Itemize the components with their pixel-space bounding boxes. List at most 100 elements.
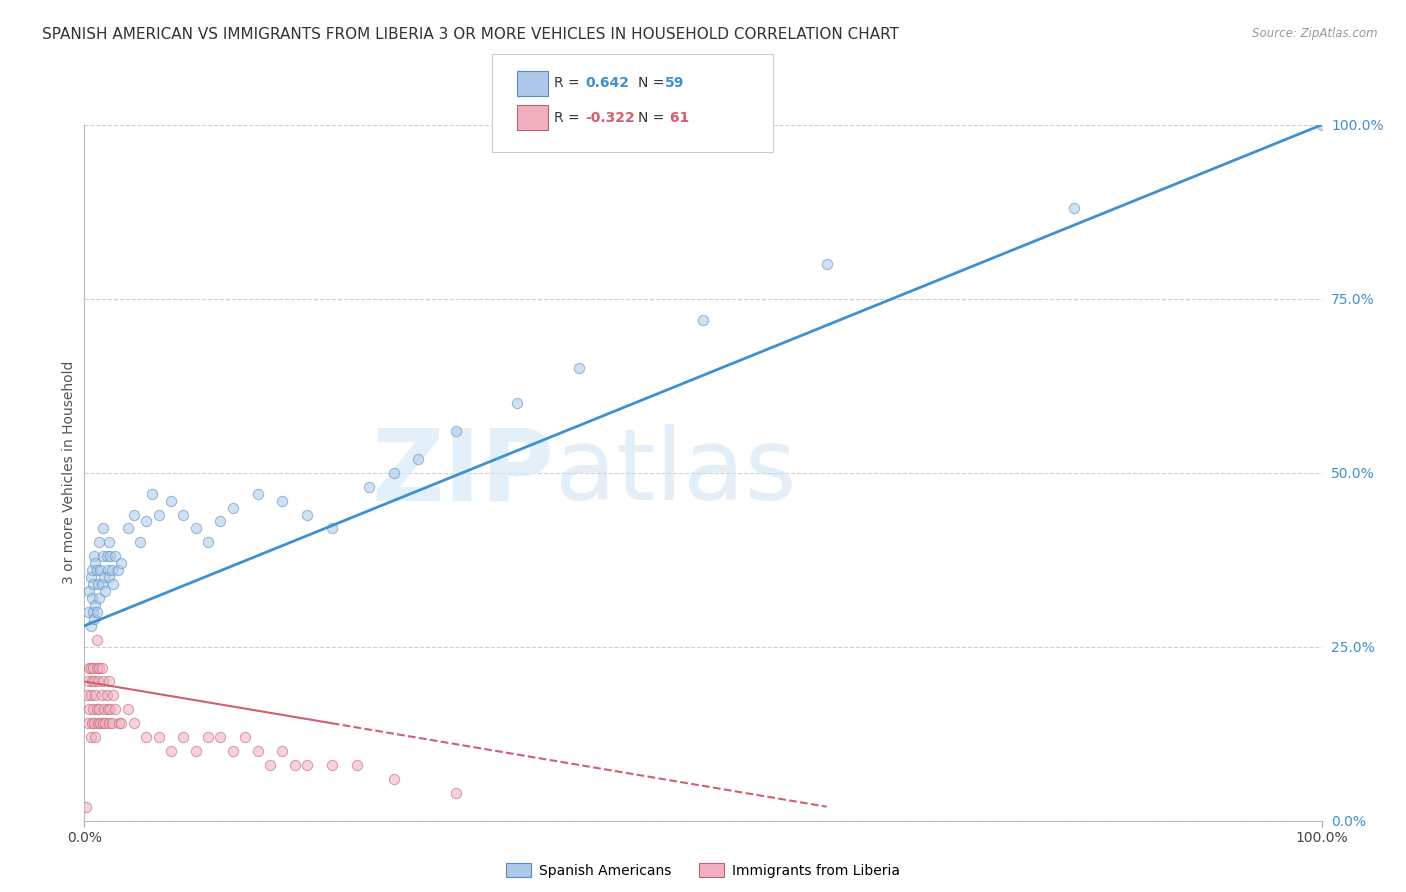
Point bbox=[284, 758, 307, 772]
Point bbox=[141, 486, 163, 500]
Point bbox=[122, 716, 145, 731]
Text: Source: ZipAtlas.com: Source: ZipAtlas.com bbox=[1253, 27, 1378, 40]
Point bbox=[148, 730, 170, 744]
Point bbox=[79, 584, 101, 599]
Point bbox=[77, 716, 100, 731]
Point bbox=[96, 689, 118, 703]
Point bbox=[86, 563, 108, 577]
Point bbox=[98, 535, 121, 549]
Point bbox=[77, 674, 100, 689]
Point bbox=[82, 702, 104, 716]
Legend: Spanish Americans, Immigrants from Liberia: Spanish Americans, Immigrants from Liber… bbox=[501, 857, 905, 883]
Text: 0.642: 0.642 bbox=[585, 76, 628, 90]
Point bbox=[86, 632, 108, 647]
Point bbox=[117, 521, 139, 535]
Point bbox=[1063, 202, 1085, 216]
Point bbox=[295, 758, 318, 772]
Point bbox=[77, 605, 100, 619]
Point bbox=[86, 702, 108, 716]
Point bbox=[82, 577, 104, 591]
Point bbox=[83, 612, 105, 626]
Point bbox=[90, 577, 112, 591]
Point bbox=[160, 493, 183, 508]
Point bbox=[271, 493, 294, 508]
Point bbox=[184, 744, 207, 758]
Y-axis label: 3 or more Vehicles in Household: 3 or more Vehicles in Household bbox=[62, 361, 76, 584]
Point bbox=[94, 584, 117, 599]
Point bbox=[100, 563, 122, 577]
Point bbox=[98, 549, 121, 564]
Point bbox=[84, 556, 107, 570]
Point bbox=[97, 563, 120, 577]
Point bbox=[83, 716, 105, 731]
Point bbox=[80, 716, 103, 731]
Point bbox=[101, 689, 124, 703]
Point bbox=[110, 716, 132, 731]
Point bbox=[107, 563, 129, 577]
Point bbox=[89, 660, 111, 674]
Text: N =: N = bbox=[638, 76, 669, 90]
Point bbox=[93, 702, 115, 716]
Point bbox=[93, 570, 115, 584]
Point bbox=[83, 674, 105, 689]
Point bbox=[184, 521, 207, 535]
Point bbox=[408, 451, 430, 466]
Point bbox=[82, 660, 104, 674]
Point bbox=[568, 361, 591, 376]
Point bbox=[89, 716, 111, 731]
Point bbox=[357, 480, 380, 494]
Point bbox=[506, 396, 529, 410]
Text: atlas: atlas bbox=[554, 425, 796, 521]
Point bbox=[117, 702, 139, 716]
Point bbox=[209, 515, 232, 529]
Point bbox=[87, 674, 110, 689]
Point bbox=[89, 563, 111, 577]
Point bbox=[815, 257, 838, 271]
Point bbox=[246, 744, 269, 758]
Point bbox=[321, 758, 343, 772]
Point bbox=[135, 730, 157, 744]
Point bbox=[129, 535, 152, 549]
Point bbox=[79, 702, 101, 716]
Point bbox=[259, 758, 281, 772]
Point bbox=[79, 619, 101, 633]
Point bbox=[148, 508, 170, 522]
Point bbox=[86, 605, 108, 619]
Point bbox=[94, 716, 117, 731]
Point bbox=[197, 730, 219, 744]
Point bbox=[692, 312, 714, 326]
Point bbox=[101, 577, 124, 591]
Point bbox=[75, 799, 97, 814]
Point bbox=[104, 702, 127, 716]
Point bbox=[98, 716, 121, 731]
Point bbox=[83, 549, 105, 564]
Point bbox=[84, 689, 107, 703]
Point bbox=[91, 549, 114, 564]
Point bbox=[90, 660, 112, 674]
Point bbox=[98, 702, 121, 716]
Point bbox=[97, 702, 120, 716]
Point bbox=[82, 605, 104, 619]
Point bbox=[135, 515, 157, 529]
Point bbox=[91, 716, 114, 731]
Point bbox=[91, 674, 114, 689]
Point bbox=[86, 660, 108, 674]
Text: 61: 61 bbox=[665, 111, 689, 125]
Point bbox=[108, 716, 131, 731]
Text: N =: N = bbox=[638, 111, 669, 125]
Point bbox=[87, 577, 110, 591]
Point bbox=[80, 591, 103, 605]
Point bbox=[1310, 118, 1333, 132]
Point bbox=[172, 730, 194, 744]
Point bbox=[209, 730, 232, 744]
Point bbox=[90, 689, 112, 703]
Point bbox=[84, 598, 107, 612]
Point bbox=[91, 521, 114, 535]
Point bbox=[79, 730, 101, 744]
Point bbox=[246, 486, 269, 500]
Text: R =: R = bbox=[554, 111, 583, 125]
Text: R =: R = bbox=[554, 76, 583, 90]
Point bbox=[295, 508, 318, 522]
Point bbox=[321, 521, 343, 535]
Point bbox=[382, 466, 405, 480]
